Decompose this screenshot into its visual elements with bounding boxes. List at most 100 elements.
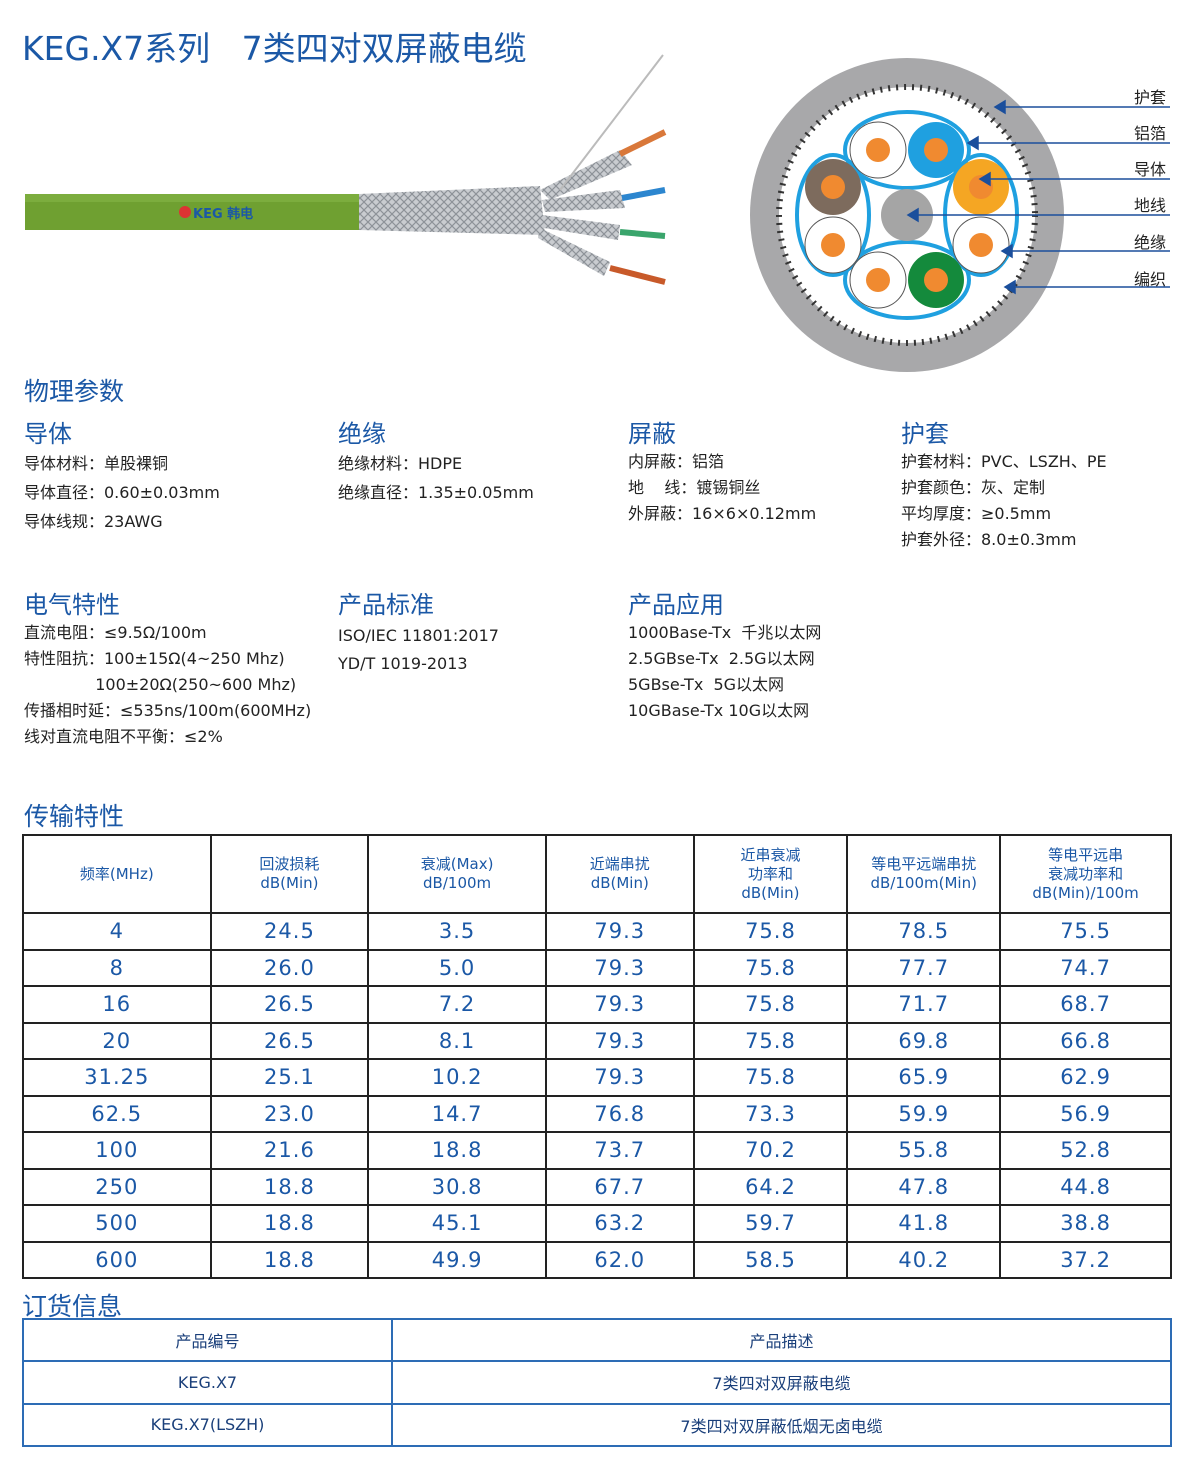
keg-logo-icon: [179, 206, 191, 218]
table-cell: 75.8: [692, 985, 849, 1024]
spec-line: 绝缘直径：1.35±0.05mm: [338, 483, 534, 502]
table-cell: 16: [22, 985, 212, 1024]
cable-logo-text: KEG 韩电: [193, 206, 253, 222]
table-cell: 20: [22, 1021, 212, 1060]
section-title: 产品应用: [628, 591, 724, 619]
spec-line: 护套外径：8.0±0.3mm: [901, 530, 1077, 549]
spec-line: 2.5GBse-Tx 2.5G以太网: [628, 649, 815, 668]
table-row: 4 24.5 3.5 79.3 75.8 78.5 75.5: [22, 912, 1172, 951]
table-cell: 66.8: [999, 1021, 1172, 1060]
section-title: 屏蔽: [628, 420, 676, 448]
table-cell: 3.5: [367, 912, 547, 951]
section-title: 绝缘: [338, 420, 386, 448]
header-line: dB(Min): [741, 883, 800, 902]
table-cell: 26.5: [209, 1021, 370, 1060]
table-cell: 62.0: [544, 1240, 695, 1279]
ordering-table: 产品编号 产品描述 KEG.X7 7类四对双屏蔽电缆 KEG.X7(LSZH) 7类四…: [22, 1317, 1172, 1447]
order-header-row: 产品编号 产品描述: [22, 1317, 1172, 1363]
table-cell: 73.7: [544, 1131, 695, 1170]
table-row: 250 18.8 30.8 67.7 64.2 47.8 44.8: [22, 1167, 1172, 1206]
table-cell: 75.8: [692, 1021, 849, 1060]
table-cell: 56.9: [999, 1094, 1172, 1133]
table-cell: 63.2: [544, 1204, 695, 1243]
header-line: 频率(MHz): [79, 864, 154, 883]
spec-line: 100±20Ω(250~600 Mhz): [24, 675, 297, 694]
table-cell: 75.8: [692, 948, 849, 987]
spec-line: 直流电阻：≤9.5Ω/100m: [24, 623, 207, 642]
physical-heading: 物理参数: [24, 377, 125, 406]
standards-section: 产品标准 ISO/IEC 11801:2017 YD/T 1019-2013: [338, 585, 499, 678]
header-cell: 产品编号: [22, 1317, 393, 1363]
table-row: KEG.X7 7类四对双屏蔽电缆: [22, 1360, 1172, 1405]
spec-line: 绝缘材料：HDPE: [338, 454, 463, 473]
ordering-heading: 订货信息: [22, 1292, 123, 1321]
table-cell: 79.3: [544, 912, 695, 951]
table-cell: 30.8: [367, 1167, 547, 1206]
table-cell: 26.0: [209, 948, 370, 987]
table-cell: 79.3: [544, 1021, 695, 1060]
cross-section-diagram: [750, 58, 1170, 372]
label-drain: 地线: [1134, 196, 1167, 215]
header-line: dB/100m(Min): [870, 874, 977, 892]
table-cell: 8.1: [367, 1021, 547, 1060]
spec-line: 内屏蔽：铝箔: [628, 452, 725, 471]
braid: [359, 186, 545, 235]
table-cell: 77.7: [846, 948, 1002, 987]
table-cell: 37.2: [999, 1240, 1172, 1279]
table-cell: 75.8: [692, 912, 849, 951]
insulation-section: 绝缘 绝缘材料：HDPE 绝缘直径：1.35±0.05mm: [338, 414, 534, 506]
conductors: [821, 138, 993, 292]
table-cell: 79.3: [544, 948, 695, 987]
header-cell: 产品描述: [391, 1317, 1172, 1363]
header-line: dB(Min)/100m: [1032, 883, 1139, 902]
transmission-table: 频率(MHz) 回波损耗 dB(Min) 衰减(Max) dB/100m 近端串扰 dB(M…: [22, 834, 1172, 1279]
shield-section: 屏蔽 内屏蔽：铝箔 地 线：镀锡铜丝 外屏蔽：16×6×0.12mm: [628, 414, 816, 527]
spec-line: 护套颜色：灰、定制: [901, 478, 1046, 497]
table-cell: 64.2: [692, 1167, 849, 1206]
table-cell: 62.9: [999, 1058, 1172, 1097]
header-line: 衰减(Max): [420, 855, 494, 873]
table-cell: 100: [22, 1131, 212, 1170]
column-header: 近端串扰 dB(Min): [544, 834, 695, 914]
table-cell: 18.8: [209, 1167, 370, 1206]
header-line: dB(Min): [590, 874, 649, 892]
spec-line: 传播相时延：≤535ns/100m(600MHz): [24, 701, 312, 720]
table-cell: 70.2: [692, 1131, 849, 1170]
spec-line: YD/T 1019-2013: [338, 654, 468, 673]
table-cell: 75.5: [999, 912, 1172, 951]
header-line: dB/100m: [423, 874, 492, 892]
spec-line: 导体线规：23AWG: [24, 512, 163, 531]
label-conductor: 导体: [1134, 160, 1167, 179]
label-insulation: 绝缘: [1134, 233, 1167, 252]
jacket-section: 护套 护套材料：PVC、LSZH、PE 护套颜色：灰、定制 平均厚度：≥0.5m…: [901, 414, 1107, 553]
spec-line: 导体材料：单股裸铜: [24, 454, 169, 473]
section-title: 产品标准: [338, 591, 434, 619]
table-cell: 59.9: [846, 1094, 1002, 1133]
label-arrows: [906, 99, 1170, 295]
spec-line: 平均厚度：≥0.5mm: [901, 504, 1052, 523]
label-braid: 编织: [1134, 270, 1167, 289]
product-description: 7类四对双屏蔽电缆: [391, 1360, 1172, 1405]
column-header: 频率(MHz): [22, 834, 212, 914]
table-cell: 4: [22, 912, 212, 951]
header-line: 等电平远端串扰: [871, 855, 977, 873]
table-row: 31.25 25.1 10.2 79.3 75.8 65.9 62.9: [22, 1058, 1172, 1097]
table-cell: 38.8: [999, 1204, 1172, 1243]
table-cell: 26.5: [209, 985, 370, 1024]
product-code: KEG.X7(LSZH): [22, 1402, 393, 1447]
product-description: 7类四对双屏蔽低烟无卤电缆: [391, 1402, 1172, 1447]
header-line: 等电平远串: [1048, 845, 1124, 864]
table-cell: 67.7: [544, 1167, 695, 1206]
table-row: 8 26.0 5.0 79.3 75.8 77.7 74.7: [22, 948, 1172, 987]
table-cell: 25.1: [209, 1058, 370, 1097]
conductor-section: 导体 导体材料：单股裸铜 导体直径：0.60±0.03mm 导体线规：23AWG: [24, 414, 220, 535]
table-cell: 52.8: [999, 1131, 1172, 1170]
table-cell: 75.8: [692, 1058, 849, 1097]
table-cell: 250: [22, 1167, 212, 1206]
table-cell: 69.8: [846, 1021, 1002, 1060]
table-cell: 18.8: [367, 1131, 547, 1170]
column-header: 回波损耗 dB(Min): [209, 834, 370, 914]
table-cell: 74.7: [999, 948, 1172, 987]
transmission-heading: 传输特性: [24, 802, 125, 831]
table-cell: 62.5: [22, 1094, 212, 1133]
